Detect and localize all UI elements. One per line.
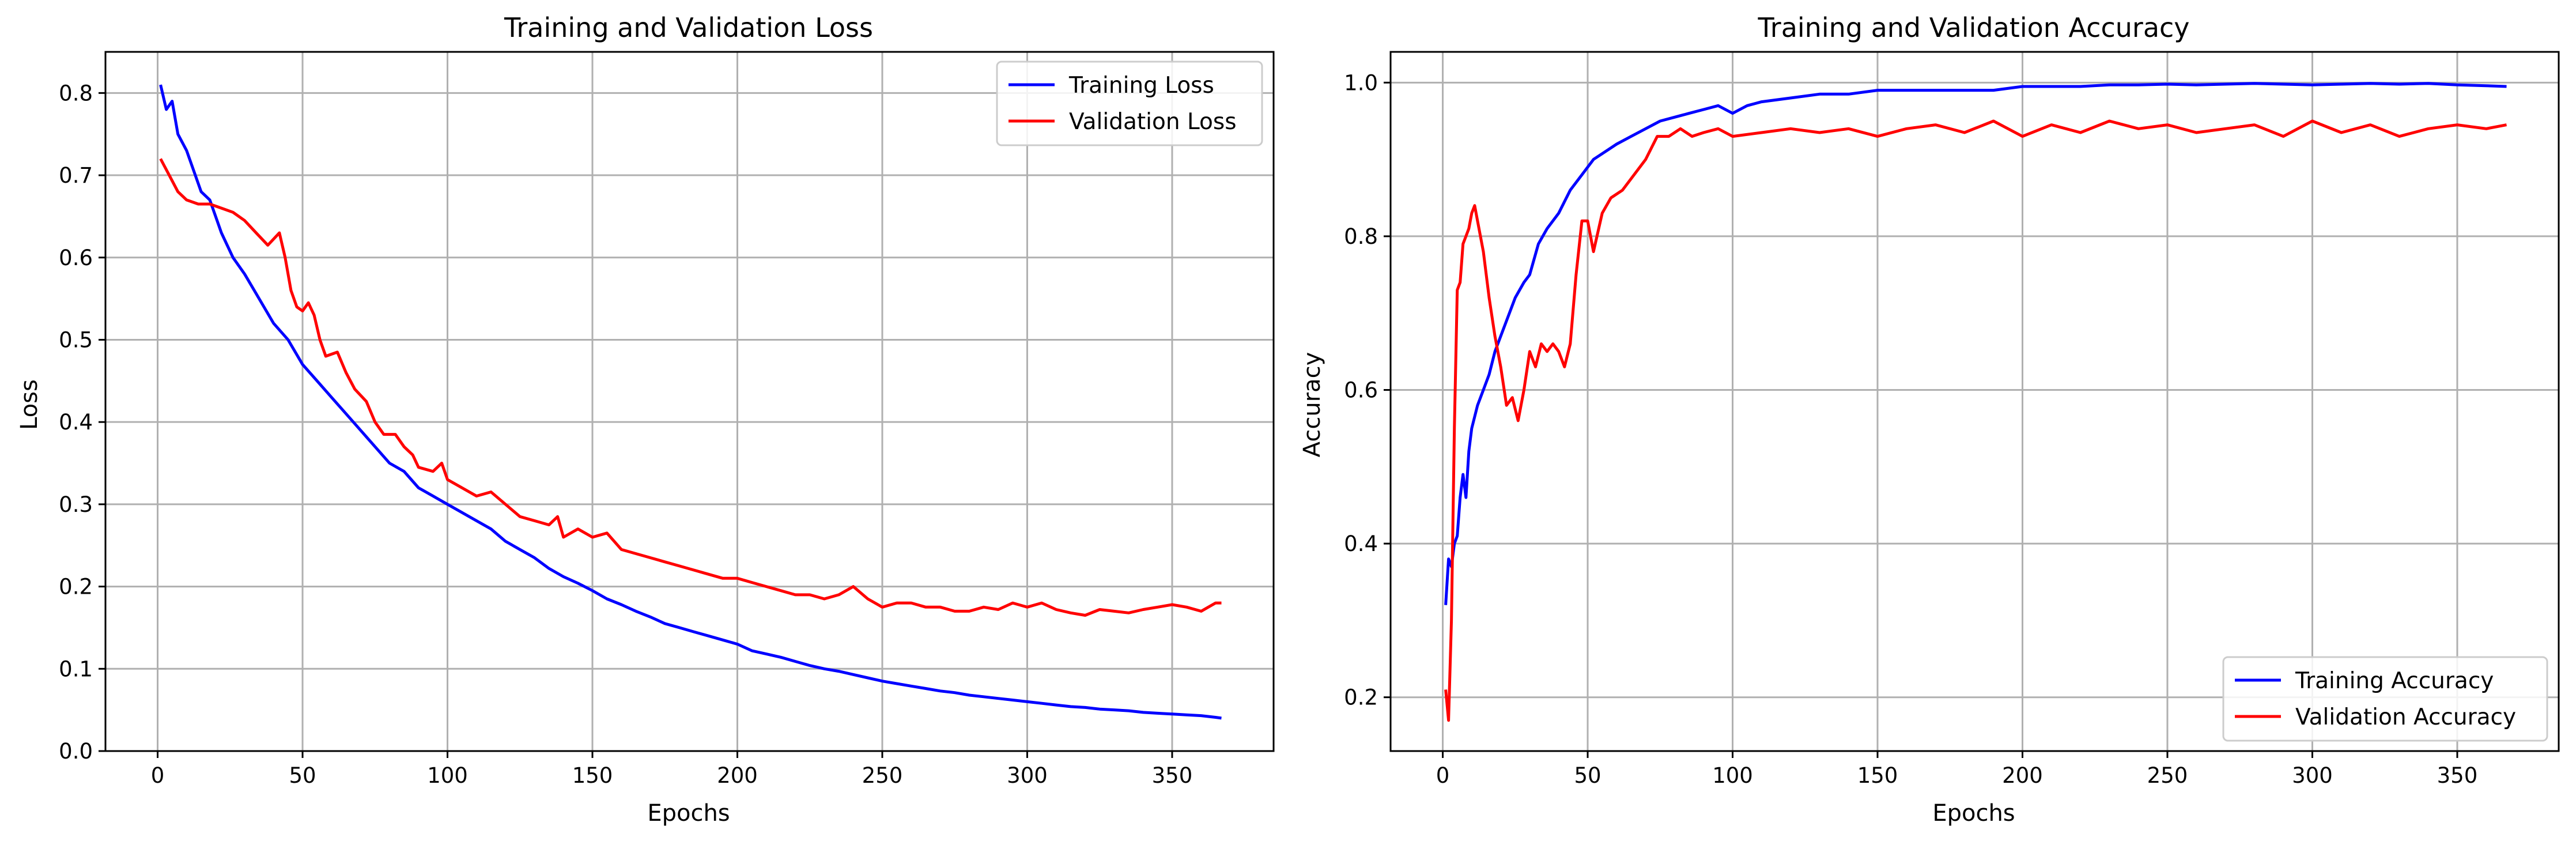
x-tick-label: 250: [2147, 763, 2188, 788]
x-tick-label: 50: [1574, 763, 1601, 788]
loss-chart: Training and Validation Loss Epochs Loss…: [16, 12, 1275, 827]
x-tick-label: 150: [572, 763, 613, 788]
series-line-1: [159, 158, 1222, 617]
y-tick-label: 0.2: [59, 575, 93, 599]
legend-box: [2222, 656, 2548, 742]
x-tick-label: 50: [289, 763, 316, 788]
x-axis-label: Epochs: [647, 800, 730, 827]
y-tick-label: 0.2: [1344, 685, 1378, 710]
legend-label: Training Accuracy: [2295, 668, 2494, 694]
x-tick-label: 100: [427, 763, 468, 788]
x-tick-label: 0: [151, 763, 165, 788]
series-line-1: [1444, 119, 2507, 722]
y-axis-label: Accuracy: [1299, 352, 1325, 458]
x-tick-label: 200: [2002, 763, 2043, 788]
y-tick-label: 0.8: [1344, 224, 1378, 249]
y-ticks: 0.0 0.1 0.2 0.3 0.4 0.5 0.6 0.7 0.8: [59, 81, 105, 764]
series-lines: [159, 84, 1222, 720]
legend: Training Accuracy Validation Accuracy: [2222, 656, 2548, 742]
y-tick-label: 0.4: [1344, 531, 1378, 556]
y-tick-label: 0.0: [59, 739, 93, 764]
x-tick-label: 150: [1857, 763, 1898, 788]
grid: [1391, 52, 2559, 751]
x-tick-label: 300: [1007, 763, 1048, 788]
series-line-0: [159, 84, 1222, 720]
legend: Training Loss Validation Loss: [996, 61, 1263, 146]
x-tick-label: 250: [862, 763, 903, 788]
chart-title: Training and Validation Accuracy: [1757, 12, 2189, 43]
y-tick-label: 0.5: [59, 327, 93, 352]
legend-label: Validation Loss: [1069, 109, 1237, 135]
x-tick-label: 300: [2292, 763, 2333, 788]
y-tick-label: 0.6: [1344, 378, 1378, 403]
legend-label: Validation Accuracy: [2295, 704, 2516, 730]
x-tick-label: 350: [1152, 763, 1193, 788]
y-tick-label: 0.7: [59, 163, 93, 188]
y-tick-label: 0.1: [59, 657, 93, 681]
y-tick-label: 0.3: [59, 492, 93, 517]
y-ticks: 0.2 0.4 0.6 0.8 1.0: [1344, 70, 1391, 710]
legend-label: Training Loss: [1068, 73, 1214, 99]
y-axis-label: Loss: [16, 379, 43, 430]
y-tick-label: 0.8: [59, 81, 93, 105]
x-tick-label: 200: [717, 763, 758, 788]
chart-title: Training and Validation Loss: [504, 12, 873, 43]
x-tick-label: 350: [2437, 763, 2478, 788]
x-tick-label: 0: [1436, 763, 1450, 788]
series-line-0: [1444, 82, 2507, 605]
accuracy-chart: Training and Validation Accuracy Epochs …: [1299, 12, 2560, 827]
axes-frame: [1389, 51, 2560, 752]
x-axis-label: Epochs: [1932, 800, 2015, 827]
series-lines: [1444, 82, 2507, 722]
x-ticks: 0 50 100 150 200 250 300 350: [151, 751, 1193, 788]
x-tick-label: 100: [1712, 763, 1753, 788]
y-tick-label: 1.0: [1344, 70, 1378, 95]
axes-frame: [104, 51, 1275, 752]
x-ticks: 0 50 100 150 200 250 300 350: [1436, 751, 2478, 788]
legend-box: [996, 61, 1263, 146]
y-tick-label: 0.6: [59, 246, 93, 270]
y-tick-label: 0.4: [59, 410, 93, 435]
